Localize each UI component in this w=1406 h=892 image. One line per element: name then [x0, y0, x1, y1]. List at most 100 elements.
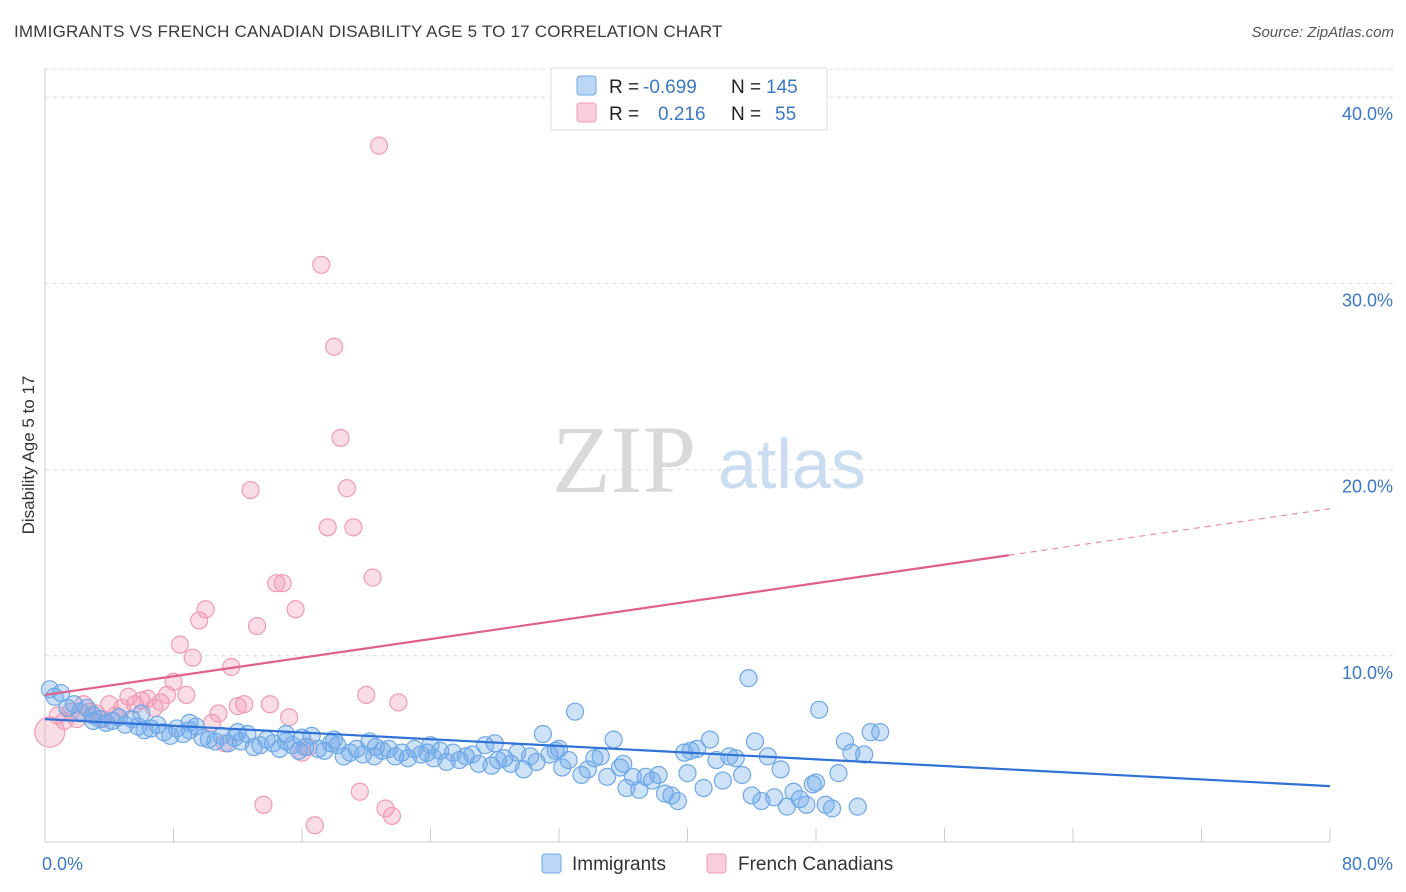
french-canadians-point	[325, 337, 344, 356]
legend-r-label-2: R =	[609, 104, 639, 125]
immigrants-point	[365, 747, 384, 766]
french-canadians-point	[331, 428, 350, 448]
legend-swatch-immigrants	[576, 75, 597, 96]
legend-r-value-2: 0.216	[658, 104, 706, 125]
french-canadians-point	[376, 799, 395, 818]
immigrants-point	[720, 747, 739, 766]
immigrants-point	[822, 799, 842, 818]
y-tick-label-3: 40.0%	[1342, 104, 1393, 124]
french-canadians-point	[241, 481, 260, 500]
french-canadians-point	[260, 695, 279, 714]
immigrants-point	[829, 764, 848, 783]
tick-labels: 10.0% 20.0% 30.0% 40.0% 0.0% 80.0%	[42, 104, 1393, 874]
immigrants-point	[463, 745, 482, 764]
immigrants-point	[742, 786, 761, 805]
chart-title: IMMIGRANTS VS FRENCH CANADIAN DISABILITY…	[14, 22, 723, 41]
immigrants-point	[806, 773, 826, 792]
french-canadians-point	[190, 611, 209, 630]
immigrants-point	[132, 704, 151, 723]
legend-n-value-1: 145	[766, 77, 798, 98]
immigrants-point	[649, 765, 668, 785]
legend-box	[550, 67, 828, 131]
trend-lines	[44, 508, 1331, 788]
watermark-atlas: atlas	[718, 425, 866, 503]
french-canadians-point	[312, 255, 331, 274]
immigrants-point	[180, 713, 199, 732]
immigrants-point	[797, 795, 816, 814]
immigrants-trend-line	[44, 718, 1331, 788]
immigrants-point	[533, 724, 553, 744]
legend-r-value-1: -0.699	[643, 77, 697, 98]
immigrants-point	[848, 797, 867, 816]
french-canadians-trend-extension	[1008, 508, 1331, 556]
bottom-legend-swatch-immigrants	[541, 853, 562, 874]
french-canadians-point	[318, 518, 337, 537]
immigrants-point	[803, 775, 822, 794]
french-canadians-point	[273, 574, 292, 593]
french-canadians-point	[183, 648, 202, 667]
french-canadians-point	[337, 479, 357, 498]
source-label: Source: ZipAtlas.com	[1251, 24, 1394, 41]
legend: R = -0.699 N = 145 R = 0.216 N = 55	[550, 67, 828, 131]
watermark: ZIP atlas	[552, 406, 866, 513]
x-tick-label-1: 80.0%	[1342, 854, 1393, 874]
immigrants-point	[835, 732, 855, 751]
grid	[45, 68, 1395, 657]
immigrants-point	[553, 758, 572, 777]
immigrants-point	[421, 736, 440, 755]
bottom-legend-swatch-french-canadians	[706, 853, 727, 874]
french-canadians-point	[305, 816, 324, 835]
watermark-zip: ZIP	[552, 406, 696, 513]
french-canadians-point	[196, 600, 215, 619]
immigrants-point	[585, 749, 604, 768]
immigrants-point	[598, 767, 617, 786]
immigrants-point	[765, 788, 784, 807]
x-tick-label-0: 0.0%	[42, 854, 83, 874]
y-tick-label-2: 30.0%	[1342, 290, 1393, 310]
immigrants-point	[739, 669, 758, 688]
legend-n-label-2: N =	[731, 104, 761, 125]
immigrants-point	[726, 749, 745, 768]
axes	[44, 68, 1331, 843]
immigrants-point	[276, 724, 296, 744]
french-canadians-point	[151, 693, 170, 712]
immigrants-point	[549, 739, 569, 759]
immigrants-point	[861, 723, 880, 742]
french-canadians-point	[247, 616, 267, 636]
legend-r-label-1: R =	[609, 77, 639, 98]
immigrants-point	[745, 732, 765, 751]
immigrants-point	[855, 745, 874, 764]
legend-n-label-1: N =	[731, 77, 761, 98]
immigrants-point	[810, 700, 829, 719]
french-canadians-point	[363, 568, 382, 587]
french-canadians-point	[357, 685, 376, 705]
immigrants-point	[694, 778, 713, 798]
bottom-legend-immigrants: Immigrants	[572, 854, 666, 875]
french-canadians-point	[382, 806, 402, 826]
y-axis-label: Disability Age 5 to 17	[19, 376, 38, 535]
immigrants-point	[578, 760, 598, 779]
french-canadians-point	[228, 696, 247, 716]
immigrants-point	[700, 730, 720, 749]
french-canadians-point	[344, 518, 363, 537]
french-canadians-point	[370, 136, 389, 155]
immigrants-point	[604, 730, 623, 749]
french-canadians-point	[280, 708, 299, 727]
immigrants-points	[40, 669, 890, 818]
immigrants-point	[871, 723, 890, 742]
french-canadians-point	[170, 635, 190, 654]
immigrants-point	[713, 771, 732, 790]
legend-n-value-2: 55	[775, 104, 796, 125]
immigrants-point	[228, 723, 247, 742]
french-canadians-point	[177, 685, 196, 705]
french-canadians-point	[286, 600, 305, 619]
immigrants-point	[733, 765, 752, 785]
immigrants-point	[784, 782, 803, 801]
french-canadians-point	[254, 795, 273, 814]
bottom-legend-french-canadians: French Canadians	[738, 854, 893, 875]
french-canadians-point	[389, 693, 408, 712]
immigrants-point	[771, 760, 790, 779]
bottom-legend: Immigrants French Canadians	[541, 853, 893, 875]
immigrants-point	[565, 702, 585, 721]
